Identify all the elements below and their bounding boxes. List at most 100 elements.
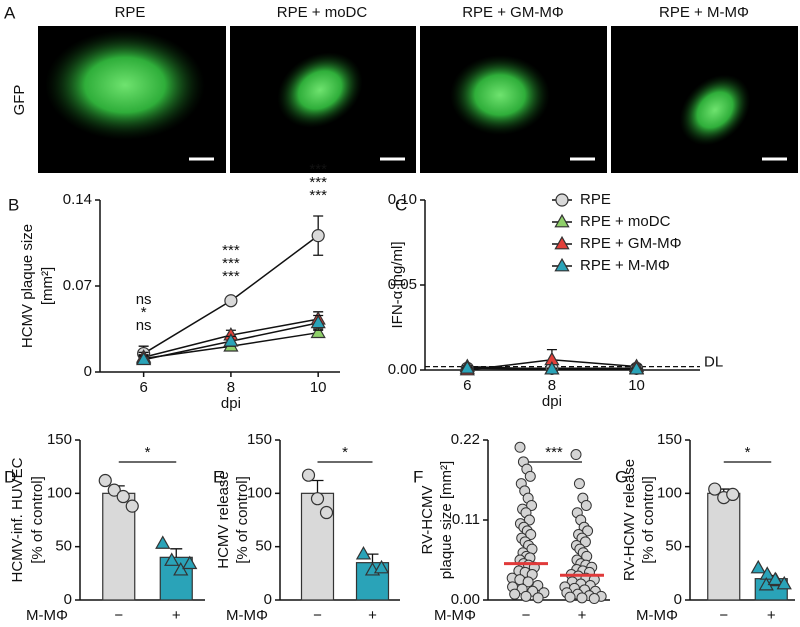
point	[570, 449, 582, 461]
marker	[319, 505, 334, 520]
x-tick-label: +	[368, 607, 377, 624]
marker	[136, 351, 152, 366]
error-bar	[170, 548, 183, 558]
panel-letter: A	[4, 3, 16, 22]
marker	[355, 546, 372, 560]
x-tick-label: −	[719, 607, 728, 624]
gfp-signal	[277, 52, 363, 128]
significance: ***	[309, 174, 327, 191]
point	[580, 499, 592, 511]
legend-label: RPE	[580, 191, 611, 208]
marker	[554, 257, 570, 272]
y-tick-label: 50	[255, 538, 272, 555]
y-tick-label: 150	[47, 431, 72, 448]
point	[588, 593, 600, 605]
significance: *	[145, 444, 151, 461]
y-tick-label: 0	[264, 591, 272, 608]
marker	[310, 324, 326, 339]
marker	[164, 552, 180, 566]
gfp-signal	[679, 74, 751, 146]
bar	[300, 492, 335, 601]
marker	[310, 314, 326, 329]
y-tick-label: 0.05	[388, 276, 417, 293]
significance: ***	[545, 444, 563, 461]
y-tick-label: 0	[674, 591, 682, 608]
marker	[776, 575, 792, 590]
panel-letter: B	[8, 195, 19, 214]
y-tick-label: 0.22	[451, 431, 480, 448]
y-tick-label: 0.07	[63, 277, 92, 294]
column-title: RPE	[115, 4, 146, 21]
x-tick-label: −	[114, 607, 123, 624]
significance: ***	[222, 255, 240, 272]
column-title: RPE + GM-MΦ	[462, 4, 564, 21]
y-axis-label: RV-HCMV	[419, 486, 436, 555]
marker	[98, 473, 112, 488]
y-tick-label: 100	[247, 484, 272, 501]
panel-letter: C	[395, 195, 407, 214]
significance: *	[342, 444, 348, 461]
point	[514, 441, 526, 453]
x-axis-label: dpi	[542, 393, 562, 410]
gfp-signal	[45, 30, 205, 140]
error-bar	[311, 479, 324, 494]
y-tick-label: 150	[247, 431, 272, 448]
marker	[224, 294, 238, 308]
x-tick-label: +	[767, 607, 776, 624]
point	[576, 592, 588, 604]
significance: ***	[309, 161, 327, 178]
y-tick-label: 100	[657, 484, 682, 501]
y-tick-label: 0.10	[388, 191, 417, 208]
x-axis-label: M-MΦ	[434, 607, 476, 624]
x-tick-label: 8	[227, 379, 235, 396]
y-axis-label: HCMV-inf. HUVEC	[9, 457, 26, 582]
marker	[301, 468, 316, 482]
marker	[767, 571, 783, 586]
column-title: RPE + M-MΦ	[659, 4, 749, 21]
y-tick-label: 0.00	[388, 361, 417, 378]
x-tick-label: −	[313, 607, 322, 624]
point	[524, 470, 536, 482]
significance: ns	[136, 317, 152, 334]
x-tick-label: −	[522, 607, 531, 624]
x-tick-label: 10	[628, 377, 645, 394]
detection-limit-label: DL	[704, 354, 723, 371]
marker	[750, 559, 766, 574]
marker	[310, 492, 325, 506]
significance: ns	[136, 291, 152, 308]
marker	[116, 489, 130, 504]
x-tick-label: +	[172, 607, 181, 624]
panel-letter: F	[413, 467, 423, 486]
y-tick-label: 0.00	[451, 591, 480, 608]
y-tick-label: 50	[665, 538, 682, 555]
panel-letter: G	[615, 467, 628, 486]
y-axis-label: HCMV release	[215, 471, 232, 569]
significance: ***	[222, 268, 240, 285]
y-axis-label: [% of control]	[234, 476, 251, 564]
point	[520, 590, 532, 602]
marker	[554, 213, 570, 228]
y-tick-label: 100	[47, 484, 72, 501]
marker	[708, 482, 722, 496]
row-label: GFP	[11, 85, 28, 116]
marker	[554, 235, 570, 250]
y-tick-label: 50	[55, 538, 72, 555]
legend-label: RPE + moDC	[580, 213, 671, 230]
column-title: RPE + moDC	[277, 4, 368, 21]
significance: ***	[222, 242, 240, 259]
y-axis-label: plaque size [mm²]	[438, 461, 455, 579]
y-axis-label: IFN-α [ng/ml]	[389, 241, 406, 328]
significance: ***	[309, 187, 327, 204]
point	[522, 576, 534, 588]
panel-letter: E	[213, 467, 224, 486]
marker	[107, 483, 121, 497]
x-tick-label: 6	[139, 379, 147, 396]
point	[532, 592, 544, 604]
panel-letter: D	[4, 467, 16, 486]
y-axis-label: HCMV plaque size	[19, 224, 36, 348]
y-axis-label: [mm²]	[39, 267, 56, 305]
significance: *	[745, 444, 751, 461]
panel-a: A RPE RPE + moDC RPE + GM-MΦ RPE + M-MΦ …	[4, 3, 798, 173]
y-axis-label: [% of control]	[640, 476, 657, 564]
